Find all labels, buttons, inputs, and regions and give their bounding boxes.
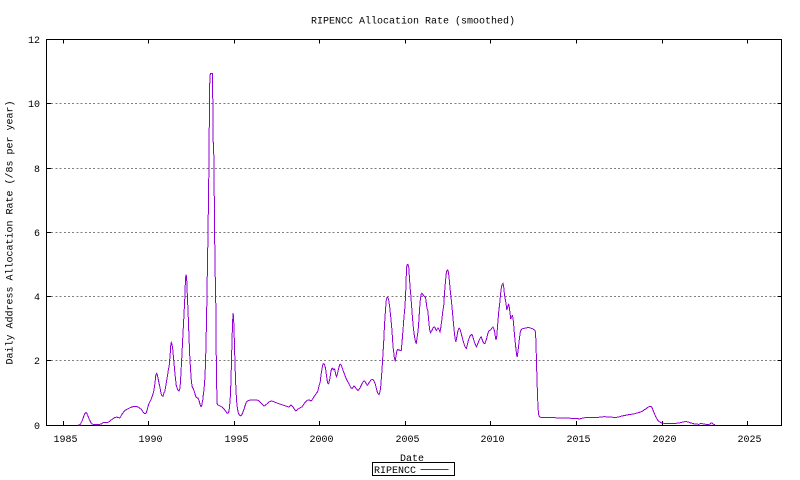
svg-text:0: 0 [34, 422, 40, 433]
svg-text:1985: 1985 [53, 435, 77, 446]
svg-text:8: 8 [34, 165, 40, 176]
svg-text:12: 12 [28, 36, 40, 47]
svg-text:4: 4 [34, 293, 40, 304]
svg-text:Daily Address Allocation Rate: Daily Address Allocation Rate (/8s per y… [5, 100, 17, 364]
svg-text:2000: 2000 [309, 435, 333, 446]
svg-text:2020: 2020 [652, 435, 676, 446]
svg-text:2: 2 [34, 357, 40, 368]
svg-text:Date: Date [400, 454, 424, 465]
svg-text:2005: 2005 [395, 435, 419, 446]
svg-text:2010: 2010 [480, 435, 504, 446]
svg-text:10: 10 [28, 100, 40, 111]
svg-text:RIPENCC Allocation Rate (smoot: RIPENCC Allocation Rate (smoothed) [311, 16, 515, 28]
svg-text:2025: 2025 [737, 435, 761, 446]
svg-text:1990: 1990 [138, 435, 162, 446]
svg-text:6: 6 [34, 229, 40, 240]
svg-text:RIPENCC: RIPENCC [374, 466, 416, 477]
svg-text:2015: 2015 [566, 435, 590, 446]
svg-text:1995: 1995 [224, 435, 248, 446]
